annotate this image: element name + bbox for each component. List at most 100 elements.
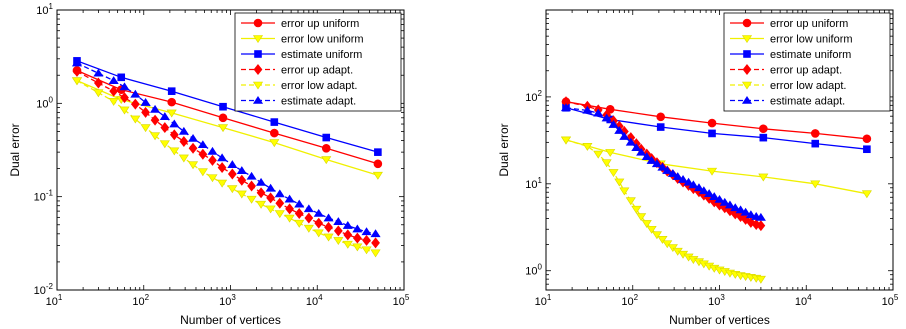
data-point xyxy=(707,118,717,128)
data-point xyxy=(342,240,353,249)
x-axis-label: Number of vertices xyxy=(669,313,770,327)
x-tick-label: 101 xyxy=(535,293,552,308)
data-point xyxy=(709,192,720,201)
data-point xyxy=(246,195,257,204)
data-point xyxy=(374,148,382,156)
legend-swatch-marker xyxy=(252,81,264,90)
data-point xyxy=(270,118,279,126)
data-point xyxy=(352,243,363,252)
data-point xyxy=(758,173,769,182)
legend: error up uniform error low uniform estimat… xyxy=(234,12,402,112)
legend-box xyxy=(723,12,891,112)
data-point xyxy=(593,150,604,159)
data-point xyxy=(169,129,179,141)
x-tick-label: 105 xyxy=(393,293,410,308)
data-point xyxy=(372,171,383,180)
x-tick-label: 105 xyxy=(882,293,899,308)
data-point xyxy=(373,159,383,169)
data-point xyxy=(274,210,285,219)
data-point xyxy=(371,237,380,249)
data-point xyxy=(187,133,199,142)
data-point xyxy=(169,147,180,156)
data-point xyxy=(582,105,593,114)
series-error-low-uniform xyxy=(560,136,872,199)
data-point xyxy=(631,143,642,152)
data-point xyxy=(117,73,126,82)
data-point xyxy=(708,129,716,138)
data-point xyxy=(247,180,256,192)
data-point xyxy=(109,85,119,97)
data-point xyxy=(227,168,237,180)
y-tick-label: 102 xyxy=(525,89,542,104)
data-point xyxy=(641,220,652,228)
data-point xyxy=(745,210,756,219)
legend-swatch-marker xyxy=(741,81,753,90)
data-point xyxy=(352,224,363,233)
data-point xyxy=(724,200,736,209)
series-error-up-adapt xyxy=(72,65,380,249)
legend-label: error up adapt. xyxy=(770,65,842,77)
y-tick-label: 101 xyxy=(36,2,53,17)
data-point xyxy=(560,136,572,145)
data-point xyxy=(227,185,238,194)
data-point xyxy=(706,167,718,176)
legend-swatch-marker xyxy=(253,64,263,75)
data-point xyxy=(256,200,267,209)
series-line xyxy=(565,107,867,150)
data-point xyxy=(333,217,344,225)
data-point xyxy=(217,153,228,162)
data-point xyxy=(265,183,276,192)
data-point xyxy=(108,76,119,84)
x-tick-label: 104 xyxy=(306,293,323,308)
data-point xyxy=(672,172,683,180)
data-point xyxy=(651,159,662,168)
data-point xyxy=(130,98,140,110)
data-point xyxy=(197,140,208,149)
data-point xyxy=(370,229,381,238)
data-point xyxy=(667,169,678,177)
data-point xyxy=(313,229,324,238)
data-point xyxy=(130,115,141,124)
data-point xyxy=(266,192,275,204)
series-estimate-adapt xyxy=(71,58,381,238)
data-point xyxy=(560,103,572,112)
legend-swatch-marker xyxy=(743,50,751,58)
legend-swatch-marker xyxy=(742,18,752,28)
legend-label: estimate uniform xyxy=(770,49,851,61)
legend-swatch-marker xyxy=(252,35,264,44)
data-point xyxy=(119,106,130,115)
data-point xyxy=(656,123,665,131)
legend-label: error up uniform xyxy=(281,18,359,30)
data-point xyxy=(636,213,647,222)
data-point xyxy=(179,136,189,147)
data-point xyxy=(698,186,709,195)
legend-label: error low adapt. xyxy=(770,80,846,92)
data-point xyxy=(646,156,657,164)
y-axis-label: Dual error xyxy=(497,123,511,176)
y-tick-label: 10-1 xyxy=(34,189,54,204)
data-point xyxy=(657,162,668,171)
data-point xyxy=(605,149,616,157)
data-point xyxy=(188,142,198,154)
data-point xyxy=(270,128,279,138)
data-point xyxy=(342,221,353,229)
data-point xyxy=(217,162,227,174)
chart-1: 101 102 103 104 105 10-2 10-1 100 101 Number of v… xyxy=(8,2,410,327)
data-point xyxy=(167,87,176,95)
data-point xyxy=(619,187,630,196)
data-point xyxy=(756,220,766,232)
data-point xyxy=(755,275,766,284)
x-tick-label: 102 xyxy=(132,293,149,308)
data-point xyxy=(683,177,694,186)
data-point xyxy=(314,217,324,229)
data-point xyxy=(93,89,104,98)
y-tick-label: 10-2 xyxy=(34,282,54,297)
data-point xyxy=(810,129,820,138)
data-point xyxy=(646,225,657,234)
data-point xyxy=(323,233,334,242)
data-point xyxy=(119,82,130,91)
data-point xyxy=(294,199,305,208)
y-tick-label: 100 xyxy=(525,263,542,278)
data-point xyxy=(625,137,636,146)
data-point xyxy=(656,112,666,122)
